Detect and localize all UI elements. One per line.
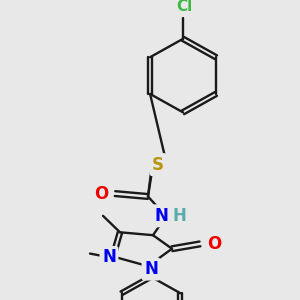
Text: N: N: [102, 248, 116, 266]
Text: N: N: [144, 260, 158, 278]
Text: N: N: [154, 207, 168, 225]
Text: Cl: Cl: [176, 0, 192, 14]
Text: H: H: [172, 207, 186, 225]
Text: S: S: [152, 156, 164, 174]
Text: O: O: [207, 235, 221, 253]
Text: O: O: [94, 184, 108, 202]
